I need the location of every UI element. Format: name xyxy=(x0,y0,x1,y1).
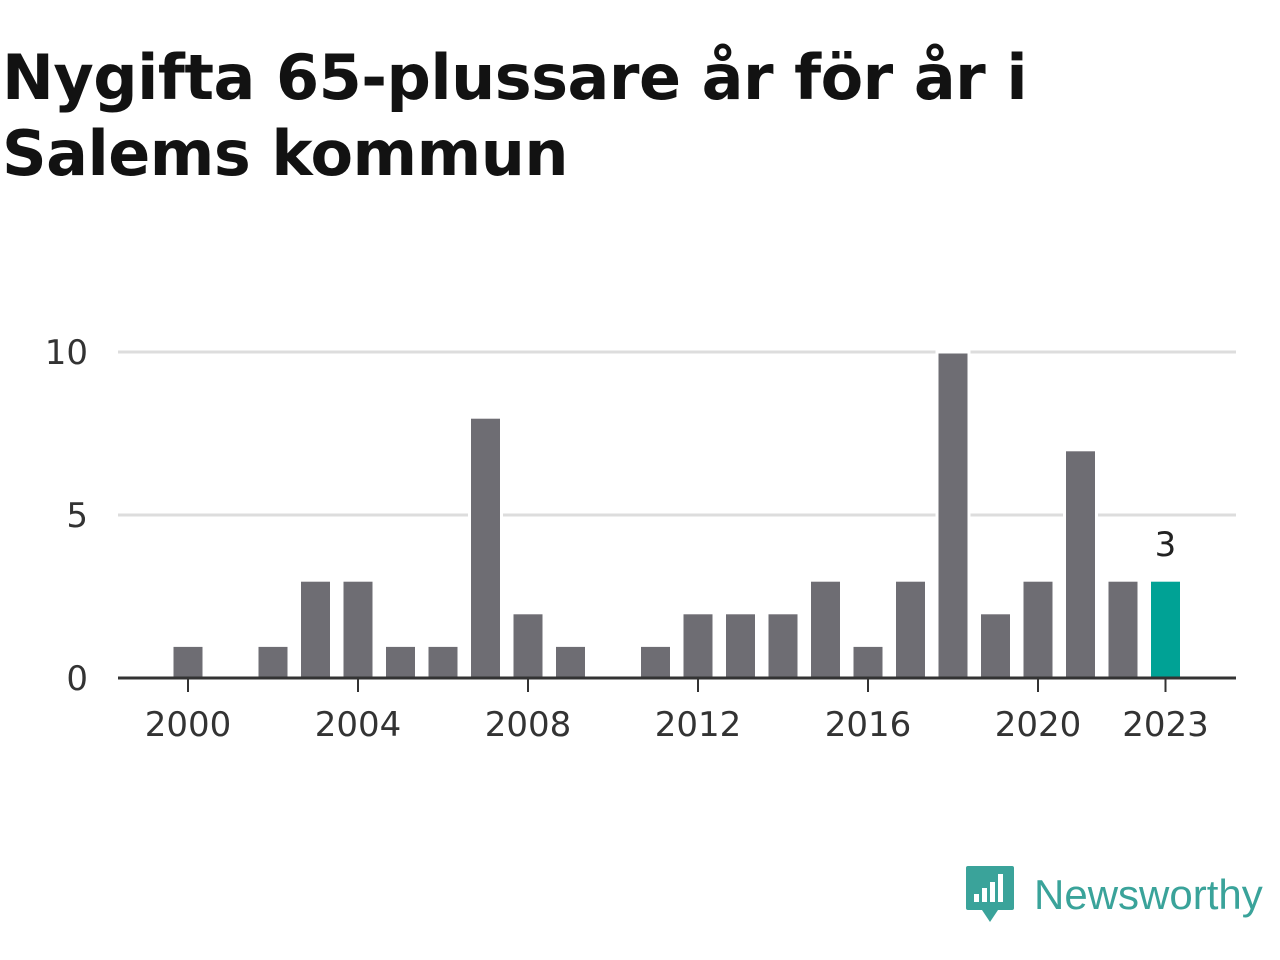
brand-name: Newsworthy xyxy=(1034,871,1263,918)
bar-2002 xyxy=(255,643,291,680)
bar-2003 xyxy=(298,578,333,680)
bar-2015 xyxy=(808,578,843,680)
bar-2011 xyxy=(638,643,673,680)
bars xyxy=(170,350,1183,680)
bar-2014 xyxy=(765,611,801,680)
bar-2019 xyxy=(978,611,1013,680)
bar-2023 xyxy=(1148,578,1183,680)
x-tick-label-2020: 2020 xyxy=(995,705,1082,745)
bar-2018 xyxy=(935,350,971,680)
bar-2022 xyxy=(1105,578,1141,680)
bar-2016 xyxy=(850,643,886,680)
bar-2020 xyxy=(1020,578,1056,680)
annotations: 3 xyxy=(1155,525,1177,565)
x-tick-label-2012: 2012 xyxy=(655,705,742,745)
bar-2008 xyxy=(510,611,546,680)
bar-2012 xyxy=(680,611,716,680)
newsworthy-logo-icon xyxy=(966,866,1014,922)
bar-2005 xyxy=(383,643,418,680)
y-tick-label-10: 10 xyxy=(45,333,88,373)
y-tick-label-0: 0 xyxy=(66,659,88,699)
x-tick-label-2023: 2023 xyxy=(1122,705,1209,745)
bar-2007 xyxy=(468,415,503,680)
value-label-2023: 3 xyxy=(1155,525,1177,565)
y-tick-label-5: 5 xyxy=(66,496,88,536)
bar-2004 xyxy=(340,578,376,680)
bar-2009 xyxy=(553,643,588,680)
x-axis-labels: 2000 2004 2008 2012 2016 2020 2023 xyxy=(145,705,1209,745)
x-tick-label-2016: 2016 xyxy=(825,705,912,745)
x-tick-label-2008: 2008 xyxy=(485,705,572,745)
chart-title: Nygifta 65-plussare år för år i Salems k… xyxy=(2,41,1028,190)
x-tick-label-2004: 2004 xyxy=(315,705,402,745)
y-axis-labels: 0 5 10 xyxy=(45,333,88,699)
brand-logo: Newsworthy xyxy=(964,864,1263,926)
grid-lines xyxy=(118,350,1236,517)
x-axis xyxy=(118,676,1236,692)
x-tick-label-2000: 2000 xyxy=(145,705,232,745)
bar-2006 xyxy=(425,643,461,680)
bar-2000 xyxy=(170,643,206,680)
bar-2021 xyxy=(1063,448,1098,680)
bar-2013 xyxy=(723,611,758,680)
bar-2017 xyxy=(893,578,928,680)
